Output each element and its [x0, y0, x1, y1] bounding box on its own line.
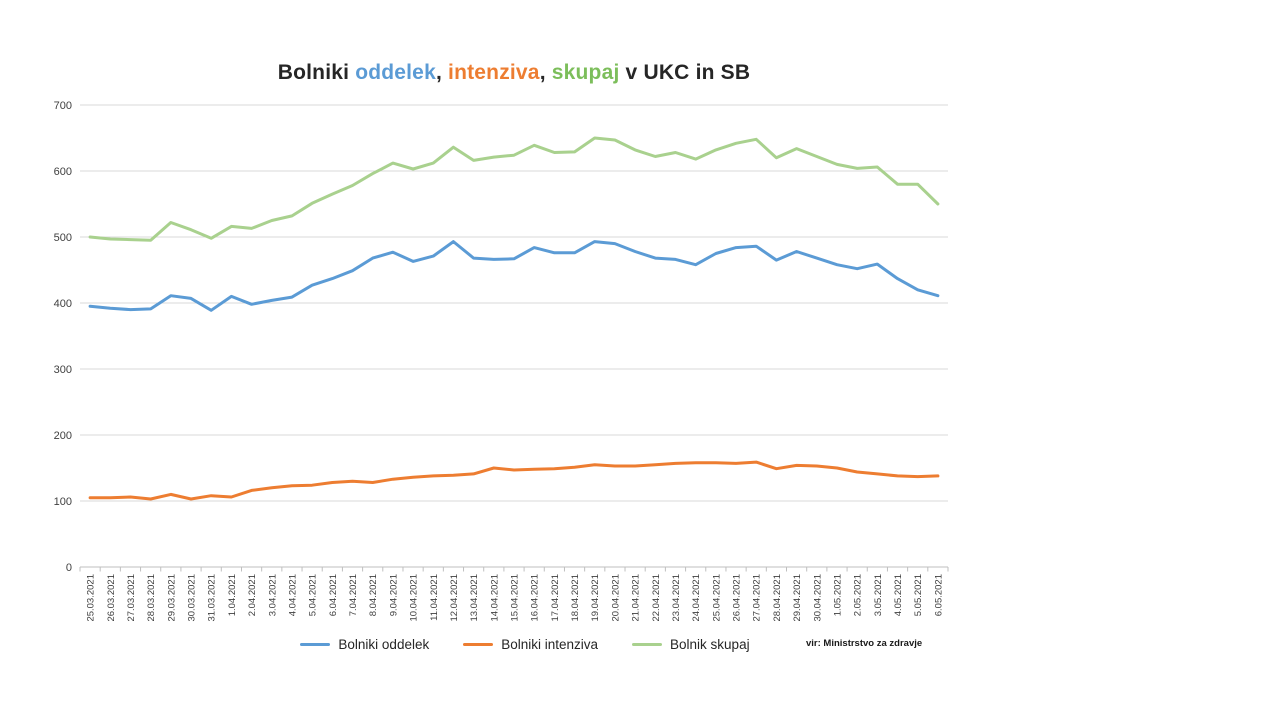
- x-axis-label: 16.04.2021: [530, 574, 541, 622]
- x-axis-label: 29.04.2021: [792, 574, 803, 622]
- x-axis-label: 28.03.2021: [146, 574, 157, 622]
- legend-item-bolniki-intenziva: Bolniki intenziva: [463, 637, 598, 652]
- y-axis-label: 500: [54, 232, 72, 244]
- x-axis-label: 23.04.2021: [671, 574, 682, 622]
- y-axis-label: 0: [66, 562, 72, 574]
- title-segment: v UKC in SB: [619, 61, 751, 84]
- x-axis-label: 13.04.2021: [469, 574, 480, 622]
- y-axis-label: 600: [54, 166, 72, 178]
- title-segment-skupaj: skupaj: [551, 61, 620, 84]
- x-axis-label: 31.03.2021: [207, 574, 218, 622]
- x-axis-label: 24.04.2021: [691, 574, 702, 622]
- y-axis-label: 700: [54, 100, 72, 112]
- x-axis-label: 27.04.2021: [752, 574, 763, 622]
- x-axis-label: 3.05.2021: [873, 574, 884, 616]
- x-axis-label: 6.04.2021: [328, 574, 339, 616]
- x-axis-label: 15.04.2021: [510, 574, 521, 622]
- x-axis-label: 20.04.2021: [610, 574, 621, 622]
- x-axis-label: 17.04.2021: [550, 574, 561, 622]
- x-axis-label: 14.04.2021: [489, 574, 500, 622]
- x-axis-label: 2.05.2021: [853, 574, 864, 616]
- x-axis-label: 28.04.2021: [772, 574, 783, 622]
- x-axis-label: 1.05.2021: [832, 574, 843, 616]
- x-axis-label: 4.04.2021: [287, 574, 298, 616]
- x-axis-label: 2.04.2021: [247, 574, 258, 616]
- title-segment: ,: [539, 61, 552, 84]
- x-axis-label: 9.04.2021: [388, 574, 399, 616]
- x-axis-label: 7.04.2021: [348, 574, 359, 616]
- x-axis-label: 1.04.2021: [227, 574, 238, 616]
- x-axis-label: 25.04.2021: [711, 574, 722, 622]
- source-note: vir: Ministrstvo za zdravje: [806, 638, 923, 649]
- legend-item-bolnik-skupaj: Bolnik skupaj: [632, 637, 750, 652]
- x-axis-label: 5.04.2021: [308, 574, 319, 616]
- x-axis-label: 8.04.2021: [368, 574, 379, 616]
- x-axis-label: 25.03.2021: [86, 574, 97, 622]
- title-segment: Bolniki: [277, 61, 356, 84]
- y-axis-label: 300: [54, 364, 72, 376]
- x-axis-label: 3.04.2021: [267, 574, 278, 616]
- legend-item-bolniki-oddelek: Bolniki oddelek: [300, 637, 429, 652]
- x-axis-label: 27.03.2021: [126, 574, 137, 622]
- x-axis-label: 29.03.2021: [166, 574, 177, 622]
- title-segment: ,: [435, 61, 449, 84]
- chart-title: Bolniki oddelek, intenziva, skupaj v UKC…: [80, 61, 948, 85]
- series-line-bolnik-skupaj: [88, 136, 940, 242]
- title-segment-oddelek: oddelek: [355, 61, 436, 84]
- x-axis-label: 6.05.2021: [933, 574, 944, 616]
- y-axis-label: 100: [54, 496, 72, 508]
- x-axis-label: 22.04.2021: [651, 574, 662, 622]
- x-axis-label: 21.04.2021: [631, 574, 642, 622]
- legend-label: Bolniki oddelek: [338, 637, 430, 652]
- legend-line-marker-blue: [300, 642, 331, 647]
- x-axis-label: 18.04.2021: [570, 574, 581, 622]
- series-line-bolniki-oddelek: [88, 240, 940, 312]
- y-axis-label: 200: [54, 430, 72, 442]
- x-axis-label: 11.04.2021: [429, 574, 440, 621]
- chart-legend: Bolniki oddelek Bolniki intenziva Bolnik…: [150, 637, 900, 652]
- x-axis-label: 10.04.2021: [409, 574, 420, 622]
- x-axis-label: 30.04.2021: [812, 574, 823, 622]
- x-axis-label: 26.04.2021: [732, 574, 743, 622]
- x-axis-label: 30.03.2021: [187, 574, 198, 622]
- legend-label: Bolniki intenziva: [501, 637, 599, 652]
- title-segment-intenziva: intenziva: [448, 61, 540, 84]
- legend-label: Bolnik skupaj: [670, 637, 750, 652]
- series-line-bolniki-intenziva: [88, 460, 940, 501]
- y-axis-label: 400: [54, 298, 72, 310]
- legend-line-marker-green: [632, 642, 663, 647]
- x-axis-label: 4.05.2021: [893, 574, 904, 616]
- x-axis-label: 19.04.2021: [590, 574, 601, 622]
- x-axis-label: 5.05.2021: [913, 574, 924, 616]
- legend-line-marker-orange: [463, 642, 494, 647]
- x-axis-label: 12.04.2021: [449, 574, 460, 622]
- x-axis-label: 26.03.2021: [106, 574, 117, 622]
